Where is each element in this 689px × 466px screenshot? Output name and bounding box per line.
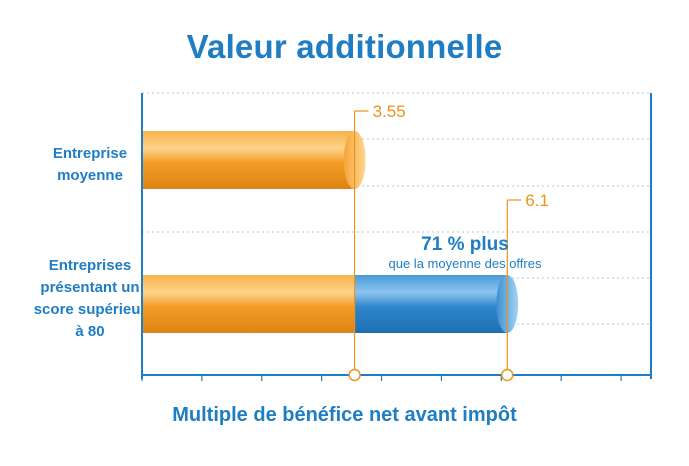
category-label-high-score: Entreprises présentant un score supérieu… [33, 257, 147, 340]
value-marker-0 [348, 368, 361, 382]
bar-high-score-extra [354, 275, 508, 333]
value-label-0: 3.55 [373, 102, 406, 121]
annotation-subtitle: que la moyenne des offres [388, 256, 542, 271]
bar-average [142, 131, 355, 189]
value-label-1: 6.1 [525, 191, 549, 210]
bar-high-score-base [142, 275, 355, 333]
value-marker-1 [501, 368, 514, 382]
chart-title: Valeur additionnelle [186, 28, 503, 65]
category-label-average: Entreprise moyenne [52, 145, 128, 184]
annotation-title: 71 % plus [421, 234, 509, 255]
x-axis-title: Multiple de bénéfice net avant impôt [172, 404, 517, 426]
